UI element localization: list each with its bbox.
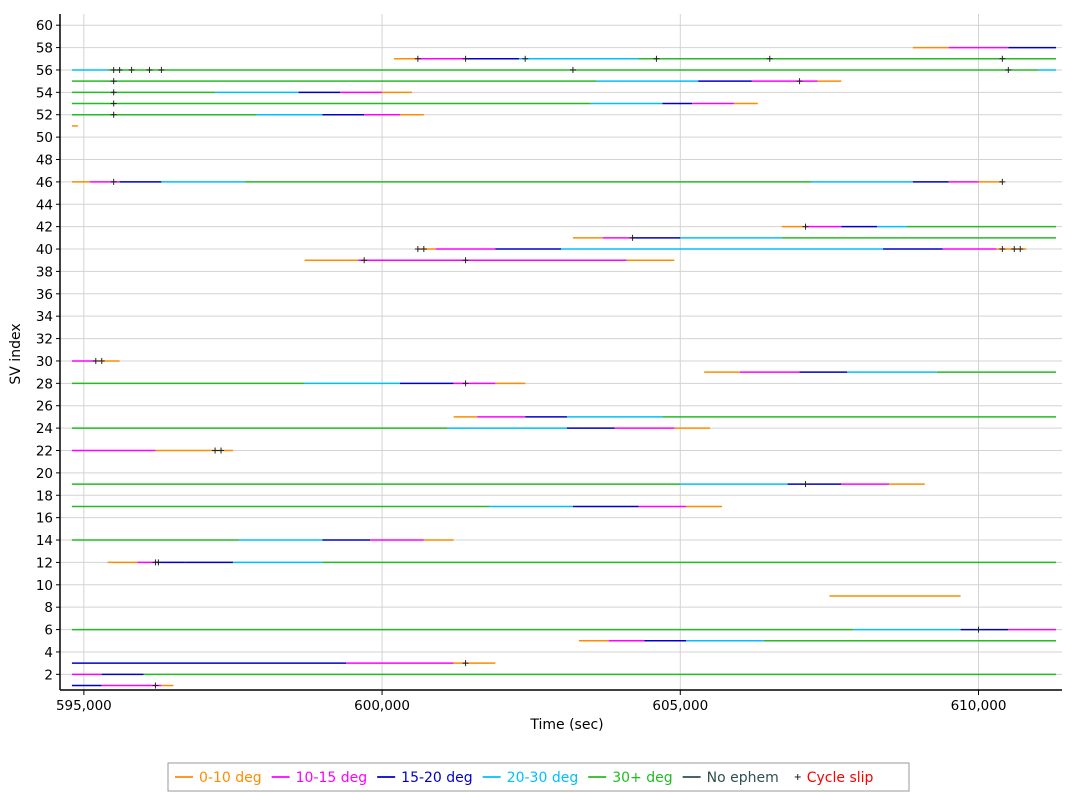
cycle-slip-marker xyxy=(110,66,117,73)
cycle-slip-marker xyxy=(152,682,159,689)
y-tick-label: 52 xyxy=(36,108,53,124)
y-tick-label: 6 xyxy=(44,623,53,639)
y-tick-label: 46 xyxy=(36,175,53,191)
legend-item-c1: 10-15 deg xyxy=(271,770,368,786)
cycle-slip-marker xyxy=(98,357,105,364)
cycle-slip-marker xyxy=(1011,246,1018,253)
cycle-slip-markers xyxy=(92,55,1024,689)
cycle-slip-marker xyxy=(110,89,117,96)
y-tick-label: 44 xyxy=(36,197,53,213)
legend-item-c0: 0-10 deg xyxy=(175,770,262,786)
y-tick-label: 60 xyxy=(36,18,53,34)
cycle-slip-marker xyxy=(653,55,660,62)
x-tick-label: 610,000 xyxy=(951,698,1007,714)
y-tick-label: 58 xyxy=(36,41,53,57)
cycle-slip-marker xyxy=(414,246,421,253)
y-tick-label: 28 xyxy=(36,376,53,392)
y-tick-label: 2 xyxy=(44,667,53,683)
cycle-slip-marker xyxy=(569,66,576,73)
legend-box xyxy=(167,762,910,792)
y-tick-label: 56 xyxy=(36,63,53,79)
y-tick-label: 50 xyxy=(36,130,53,146)
cycle-slip-marker xyxy=(110,78,117,85)
cycle-slip-marker xyxy=(999,246,1006,253)
cycle-slip-marker xyxy=(1017,246,1024,253)
y-tick-label: 26 xyxy=(36,399,53,415)
cycle-slip-marker xyxy=(766,55,773,62)
axes xyxy=(59,14,1062,691)
y-tick-label: 54 xyxy=(36,85,53,101)
cycle-slip-marker xyxy=(999,178,1006,185)
cycle-slip-marker xyxy=(92,357,99,364)
y-tick-label: 14 xyxy=(36,533,53,549)
legend-label: 0-10 deg xyxy=(199,770,262,786)
legend-item-c4: 30+ deg xyxy=(588,770,673,786)
legend-item-c3: 20-30 deg xyxy=(482,770,579,786)
x-axis-title: Time (sec) xyxy=(529,717,603,733)
legend-label: Cycle slip xyxy=(807,770,874,786)
y-tick-label: 30 xyxy=(36,354,53,370)
y-tick-label: 22 xyxy=(36,443,53,459)
y-tick-label: 20 xyxy=(36,466,53,482)
legend-label: 20-30 deg xyxy=(507,770,579,786)
y-tick-label: 36 xyxy=(36,287,53,303)
cycle-slip-marker xyxy=(462,55,469,62)
y-tick-label: 42 xyxy=(36,220,53,236)
cycle-slip-marker xyxy=(999,55,1006,62)
y-tick-label: 16 xyxy=(36,511,53,527)
x-tick-label: 600,000 xyxy=(354,698,410,714)
x-tick-label: 605,000 xyxy=(652,698,708,714)
legend-item-cs: Cycle slip xyxy=(794,770,874,786)
cycle-slip-marker xyxy=(110,100,117,107)
cycle-slip-marker xyxy=(414,55,421,62)
y-tick-label: 38 xyxy=(36,264,53,280)
cycle-slip-marker xyxy=(110,178,117,185)
legend-label: 30+ deg xyxy=(612,770,672,786)
y-tick-label: 34 xyxy=(36,309,53,325)
cycle-slip-marker xyxy=(802,223,809,230)
cycle-slip-marker xyxy=(522,55,529,62)
cycle-slip-marker xyxy=(158,66,165,73)
legend: 0-10 deg 10-15 deg 15-20 deg 20-30 deg 30+ d… xyxy=(167,762,910,792)
cycle-slip-marker xyxy=(975,626,982,633)
legend-item-ne: No ephem xyxy=(682,770,779,786)
y-tick-label: 12 xyxy=(36,555,53,571)
y-tick-label: 24 xyxy=(36,421,53,437)
cycle-slip-marker xyxy=(420,246,427,253)
legend-label: 15-20 deg xyxy=(401,770,473,786)
cycle-slip-marker xyxy=(212,447,219,454)
y-tick-label: 48 xyxy=(36,152,53,168)
x-tick-label: 595,000 xyxy=(56,698,112,714)
cycle-slip-marker xyxy=(116,66,123,73)
y-tick-labels: 2468101214161820222426283032343638404244… xyxy=(36,18,60,683)
y-tick-label: 10 xyxy=(36,578,53,594)
legend-label: No ephem xyxy=(707,770,779,786)
cycle-slip-marker xyxy=(462,380,469,387)
legend-item-c2: 15-20 deg xyxy=(377,770,473,786)
cycle-slip-marker xyxy=(218,447,225,454)
y-tick-label: 32 xyxy=(36,332,53,348)
y-axis-title: SV index xyxy=(8,323,24,384)
cycle-slip-marker xyxy=(462,660,469,667)
cycle-slip-marker xyxy=(361,257,368,264)
cycle-slip-marker xyxy=(110,111,117,118)
cycle-slip-marker xyxy=(128,66,135,73)
x-tick-labels: 595,000 600,000 605,000 610,000 xyxy=(56,690,1006,714)
cycle-slip-marker xyxy=(1005,66,1012,73)
y-tick-label: 18 xyxy=(36,488,53,504)
cycle-slip-marker xyxy=(796,78,803,85)
legend-label: 10-15 deg xyxy=(296,770,368,786)
cycle-slip-marker xyxy=(802,481,809,488)
y-tick-label: 40 xyxy=(36,242,53,258)
y-tick-label: 4 xyxy=(44,645,53,661)
y-tick-label: 8 xyxy=(44,600,53,616)
cycle-slip-marker xyxy=(462,257,469,264)
sv-tracks xyxy=(71,46,1057,687)
cycle-slip-marker xyxy=(155,559,162,566)
cycle-slip-marker xyxy=(146,66,153,73)
cycle-slip-marker xyxy=(629,234,636,241)
